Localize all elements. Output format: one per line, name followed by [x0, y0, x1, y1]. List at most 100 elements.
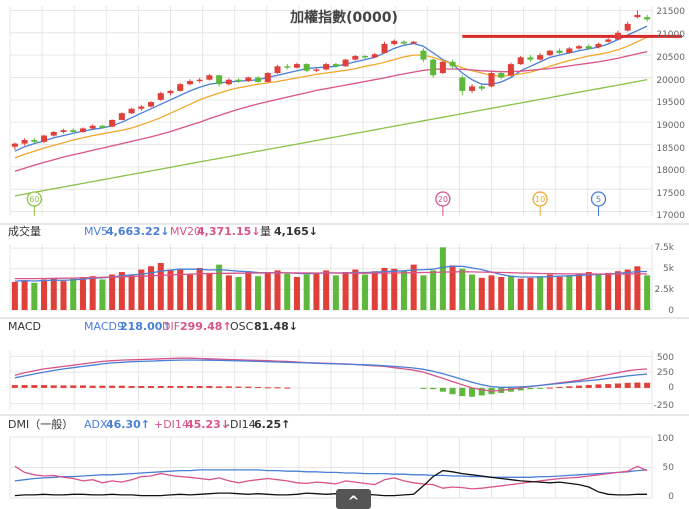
- ma-marker-5: 5: [590, 191, 607, 216]
- candle-body: [332, 64, 339, 67]
- candle-body: [245, 77, 252, 82]
- candle-body: [323, 64, 330, 70]
- volume-bar: [362, 274, 369, 310]
- candle-body: [478, 86, 485, 89]
- macd9-value: 218.00↑: [120, 320, 172, 333]
- candle: [177, 82, 184, 92]
- adx-label: ADX: [84, 418, 108, 431]
- chevron-up-icon: ^: [348, 494, 360, 509]
- price-tick: 19000: [656, 121, 685, 131]
- candle: [585, 44, 592, 50]
- candle: [225, 78, 232, 86]
- dif-label: DIF: [162, 320, 180, 333]
- collapse-button[interactable]: ^: [336, 489, 371, 509]
- price-axis: 21500 21000 20500 20000 19500 19000 1850…: [656, 7, 685, 221]
- candle-body: [109, 119, 116, 127]
- macd-osc-bar: [157, 386, 164, 388]
- ma-marker-circle: [26, 191, 42, 207]
- price-tick: 20000: [656, 76, 685, 86]
- candle: [381, 41, 388, 54]
- candle: [410, 40, 417, 45]
- candle: [352, 55, 359, 61]
- macd-osc-bar: [50, 385, 57, 388]
- mv20-label: MV20: [170, 225, 201, 238]
- macd-osc-bar: [11, 385, 18, 388]
- price-tick: 20500: [656, 53, 685, 63]
- macd-tick: -250: [654, 401, 675, 411]
- candle-body: [235, 79, 242, 82]
- candle-body: [420, 50, 427, 60]
- candle-body: [605, 39, 612, 42]
- macd-osc-bar: [459, 387, 466, 397]
- volume-title: 成交量: [8, 224, 41, 238]
- price-tick: 21000: [656, 30, 685, 40]
- candle-body: [303, 64, 310, 71]
- candle-body: [391, 40, 398, 44]
- candle: [439, 60, 446, 74]
- candle-body: [566, 48, 573, 53]
- volume-bar: [546, 274, 553, 310]
- volume-bar: [70, 278, 77, 310]
- candle: [167, 90, 174, 96]
- volume-bar: [595, 274, 602, 310]
- volume-bar: [420, 275, 427, 310]
- macd-osc-bar: [196, 386, 203, 388]
- mdi-value: 6.25↑: [254, 418, 290, 431]
- volume-bar: [576, 273, 583, 310]
- macd-osc-bar: [449, 387, 456, 395]
- osc-value: 81.48↓: [254, 320, 298, 333]
- ma-line-ma60: [14, 79, 648, 197]
- volume-bar: [498, 277, 505, 310]
- candle-body: [177, 84, 184, 91]
- candle: [41, 134, 48, 144]
- macd-tick: 250: [657, 368, 674, 378]
- candle: [478, 84, 485, 91]
- volume-bar: [342, 272, 349, 310]
- volume-axis: 7.5k 5k 2.5k 0: [654, 243, 674, 316]
- volume-header: 成交量 MV5 4,663.22↓ MV20 4,371.15↓ 量 4,165…: [8, 224, 318, 238]
- volume-bar: [332, 275, 339, 310]
- volume-bar: [371, 271, 378, 310]
- candle-body: [362, 56, 369, 58]
- candle-body: [614, 32, 621, 40]
- price-tick: 21500: [656, 7, 685, 17]
- volume-bar: [352, 269, 359, 310]
- volume-bar: [274, 270, 281, 310]
- price-tick: 17000: [656, 211, 685, 221]
- candle: [507, 62, 514, 77]
- volume-bar: [284, 273, 291, 310]
- candle-body: [400, 41, 407, 44]
- candle-body: [186, 81, 193, 85]
- candle: [196, 77, 203, 83]
- candle: [235, 78, 242, 83]
- volume-bar: [148, 266, 155, 310]
- macd-line-macd9: [14, 359, 648, 388]
- volume-bar: [50, 277, 57, 310]
- candle-body: [644, 17, 651, 20]
- candle: [362, 55, 369, 59]
- dmi-line-adx: [14, 469, 648, 482]
- candle-body: [157, 93, 164, 100]
- macd-axis: 500 250 0 -250: [654, 353, 675, 411]
- candle-body: [585, 46, 592, 49]
- candle: [245, 76, 252, 82]
- candle-body: [138, 106, 145, 109]
- volume-bar: [323, 270, 330, 310]
- dmi-header: DMI（一般） ADX 46.30↑ +DI14 45.23↓ -DI14 6.…: [8, 418, 290, 431]
- volume-bar: [430, 270, 437, 310]
- volume-bar: [644, 275, 651, 310]
- candle: [293, 62, 300, 69]
- mv5-value: 4,663.22↓: [106, 225, 170, 238]
- macd-osc-bar: [79, 385, 86, 388]
- volume-bar: [634, 266, 641, 310]
- candle: [313, 68, 320, 73]
- candle: [109, 119, 116, 128]
- candle: [488, 71, 495, 88]
- macd-osc-bar: [469, 387, 476, 397]
- volume-bar: [206, 272, 213, 310]
- candle: [342, 58, 349, 67]
- mv5-label: MV5: [84, 225, 108, 238]
- candle-body: [624, 23, 631, 31]
- candle-body: [488, 73, 495, 87]
